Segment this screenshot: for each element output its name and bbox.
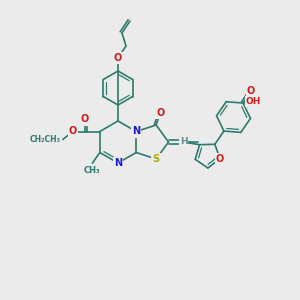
Text: H: H (180, 137, 187, 146)
Text: N: N (132, 127, 140, 136)
Text: O: O (69, 127, 77, 136)
Text: CH₂CH₃: CH₂CH₃ (30, 135, 61, 144)
Text: CH₃: CH₃ (84, 166, 101, 175)
Text: OH: OH (246, 97, 261, 106)
Text: O: O (81, 115, 89, 124)
Text: N: N (114, 158, 122, 168)
Text: O: O (156, 108, 164, 118)
Text: O: O (216, 154, 224, 164)
Text: S: S (153, 154, 160, 164)
Text: O: O (114, 53, 122, 63)
Text: O: O (247, 86, 255, 97)
